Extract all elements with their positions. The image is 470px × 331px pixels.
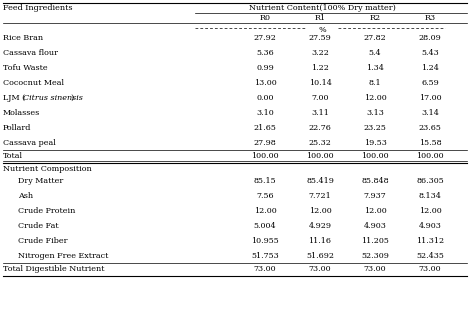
Text: 100.00: 100.00	[306, 152, 334, 160]
Text: Feed Ingredients: Feed Ingredients	[3, 4, 72, 12]
Text: Total Digestible Nutrient: Total Digestible Nutrient	[3, 265, 104, 273]
Text: 8.1: 8.1	[368, 79, 381, 87]
Text: Nutrient Composition: Nutrient Composition	[3, 165, 92, 173]
Text: Tofu Waste: Tofu Waste	[3, 64, 47, 72]
Text: 22.76: 22.76	[309, 124, 331, 132]
Text: 25.32: 25.32	[309, 139, 331, 147]
Text: %: %	[318, 26, 326, 34]
Text: 8.134: 8.134	[419, 192, 441, 200]
Text: 7.56: 7.56	[256, 192, 274, 200]
Text: Cococnut Meal: Cococnut Meal	[3, 79, 64, 87]
Text: 85.419: 85.419	[306, 177, 334, 185]
Text: 19.53: 19.53	[364, 139, 386, 147]
Text: 4.903: 4.903	[419, 222, 441, 230]
Text: 27.82: 27.82	[364, 34, 386, 42]
Text: Crude Protein: Crude Protein	[18, 207, 75, 215]
Text: 73.00: 73.00	[419, 265, 441, 273]
Text: 5.36: 5.36	[256, 49, 274, 57]
Text: 23.65: 23.65	[419, 124, 441, 132]
Text: 4.929: 4.929	[308, 222, 331, 230]
Text: 1.22: 1.22	[311, 64, 329, 72]
Text: Rice Bran: Rice Bran	[3, 34, 43, 42]
Text: 3.22: 3.22	[311, 49, 329, 57]
Text: 12.00: 12.00	[364, 94, 386, 102]
Text: 3.13: 3.13	[366, 109, 384, 117]
Text: Total: Total	[3, 152, 23, 160]
Text: 10.955: 10.955	[251, 237, 279, 245]
Text: Cassava peal: Cassava peal	[3, 139, 56, 147]
Text: 4.903: 4.903	[364, 222, 386, 230]
Text: 85.848: 85.848	[361, 177, 389, 185]
Text: 11.205: 11.205	[361, 237, 389, 245]
Text: 73.00: 73.00	[254, 265, 276, 273]
Text: 3.10: 3.10	[256, 109, 274, 117]
Text: LJM (: LJM (	[3, 94, 25, 102]
Text: Molasses: Molasses	[3, 109, 40, 117]
Text: 7.937: 7.937	[364, 192, 386, 200]
Text: 51.692: 51.692	[306, 252, 334, 260]
Text: 12.00: 12.00	[364, 207, 386, 215]
Text: 0.99: 0.99	[256, 64, 274, 72]
Text: R3: R3	[424, 14, 436, 22]
Text: 85.15: 85.15	[254, 177, 276, 185]
Text: 27.59: 27.59	[309, 34, 331, 42]
Text: 12.00: 12.00	[309, 207, 331, 215]
Text: 86.305: 86.305	[416, 177, 444, 185]
Text: Nitrogen Free Extract: Nitrogen Free Extract	[18, 252, 109, 260]
Text: 52.309: 52.309	[361, 252, 389, 260]
Text: 5.004: 5.004	[254, 222, 276, 230]
Text: 23.25: 23.25	[364, 124, 386, 132]
Text: Crude Fiber: Crude Fiber	[18, 237, 68, 245]
Text: R2: R2	[369, 14, 381, 22]
Text: 27.92: 27.92	[253, 34, 276, 42]
Text: R1: R1	[314, 14, 326, 22]
Text: Crude Fat: Crude Fat	[18, 222, 59, 230]
Text: 1.34: 1.34	[366, 64, 384, 72]
Text: 12.00: 12.00	[419, 207, 441, 215]
Text: Ash: Ash	[18, 192, 33, 200]
Text: Pollard: Pollard	[3, 124, 31, 132]
Text: Nutrient Content(100% Dry matter): Nutrient Content(100% Dry matter)	[249, 4, 395, 12]
Text: 7.00: 7.00	[311, 94, 329, 102]
Text: 5.4: 5.4	[368, 49, 381, 57]
Text: 52.435: 52.435	[416, 252, 444, 260]
Text: 7.721: 7.721	[309, 192, 331, 200]
Text: 1.24: 1.24	[421, 64, 439, 72]
Text: 51.753: 51.753	[251, 252, 279, 260]
Text: 3.14: 3.14	[421, 109, 439, 117]
Text: 21.65: 21.65	[253, 124, 276, 132]
Text: 28.09: 28.09	[419, 34, 441, 42]
Text: Cassava flour: Cassava flour	[3, 49, 58, 57]
Text: 10.14: 10.14	[309, 79, 331, 87]
Text: 73.00: 73.00	[364, 265, 386, 273]
Text: Citrus sinensis: Citrus sinensis	[23, 94, 83, 102]
Text: ): )	[70, 94, 73, 102]
Text: 15.58: 15.58	[419, 139, 441, 147]
Text: 0.00: 0.00	[256, 94, 274, 102]
Text: 3.11: 3.11	[311, 109, 329, 117]
Text: 11.16: 11.16	[308, 237, 331, 245]
Text: 100.00: 100.00	[361, 152, 389, 160]
Text: 13.00: 13.00	[254, 79, 276, 87]
Text: R0: R0	[259, 14, 271, 22]
Text: 27.98: 27.98	[254, 139, 276, 147]
Text: 11.312: 11.312	[416, 237, 444, 245]
Text: 73.00: 73.00	[309, 265, 331, 273]
Text: 6.59: 6.59	[421, 79, 439, 87]
Text: 100.00: 100.00	[251, 152, 279, 160]
Text: 12.00: 12.00	[254, 207, 276, 215]
Text: 17.00: 17.00	[419, 94, 441, 102]
Text: 5.43: 5.43	[421, 49, 439, 57]
Text: 100.00: 100.00	[416, 152, 444, 160]
Text: Dry Matter: Dry Matter	[18, 177, 63, 185]
